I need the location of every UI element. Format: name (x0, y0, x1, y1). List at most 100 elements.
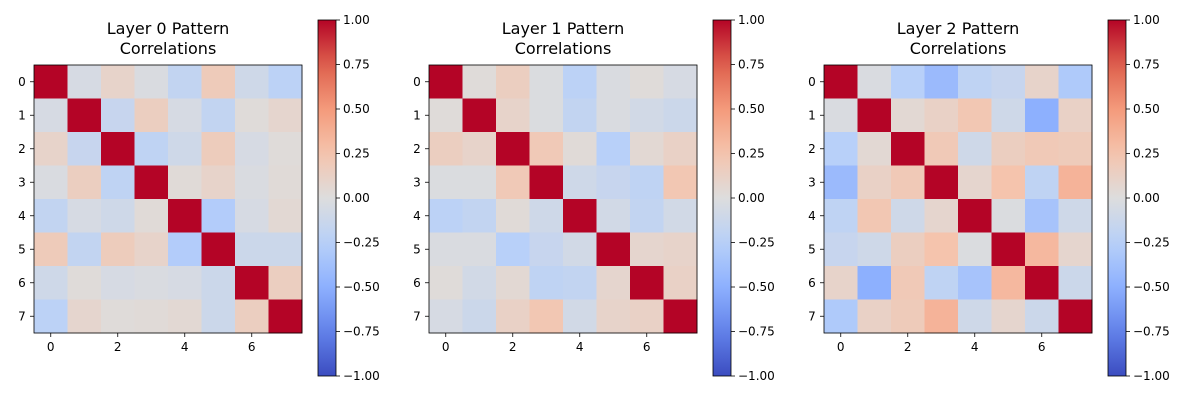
heatmap-cell-r1-c1 (462, 98, 497, 133)
heatmap-cell-r5-c2 (496, 232, 530, 267)
heatmap-cell-r5-c6 (630, 232, 664, 267)
heatmap-cell-r5-c3 (134, 232, 169, 267)
colorbar-2 (1107, 19, 1127, 377)
colorbar-tick-label-0: 1.00 (738, 13, 765, 27)
heatmap-cell-r2-c6 (235, 132, 269, 166)
axes-frame (823, 64, 1093, 334)
heatmap-cell-r1-c4 (168, 98, 202, 133)
heatmap-cell-r7-c5 (596, 299, 631, 334)
heatmap-cell-r4-c7 (268, 199, 303, 233)
heatmap-cell-r1-c5 (201, 98, 236, 133)
heatmap-cell-r5-c3 (529, 232, 564, 267)
chart-title-line-0: Layer 0 Pattern (107, 19, 230, 38)
heatmap-cell-r2-c2 (101, 132, 135, 166)
heatmap-cell-r2-c6 (1025, 132, 1059, 166)
heatmap-cell-r2-c0 (824, 132, 858, 166)
heatmap-cell-r6-c1 (67, 266, 102, 300)
heatmap-cell-r7-c7 (663, 299, 698, 334)
heatmap-cell-r0-c1 (67, 65, 102, 99)
axes-frame (33, 64, 303, 334)
colorbar-tick-label-8: −1.00 (343, 369, 380, 383)
chart-title-line-0: Layer 1 Pattern (502, 19, 625, 38)
heatmap-cell-r2-c4 (168, 132, 202, 166)
heatmap-cell-r4-c1 (67, 199, 102, 233)
heatmap-cell-r2-c3 (924, 132, 959, 166)
heatmap-cell-r4-c5 (991, 199, 1026, 233)
chart-title-line-0: Layer 2 Pattern (897, 19, 1020, 38)
heatmap-cell-r1-c3 (134, 98, 169, 133)
colorbar-tick-label-7: −0.75 (1133, 325, 1170, 339)
heatmap-cell-r6-c0 (824, 266, 858, 300)
heatmap-cell-r6-c5 (201, 266, 236, 300)
heatmap-cell-r4-c4 (563, 199, 597, 233)
x-tick-label-0: 0 (837, 340, 845, 354)
heatmap-cell-r1-c7 (268, 98, 303, 133)
heatmap-cell-r6-c2 (891, 266, 925, 300)
heatmap-cell-r5-c1 (462, 232, 497, 267)
heatmap-cell-r2-c7 (1058, 132, 1093, 166)
heatmap-cell-r7-c4 (958, 299, 992, 334)
heatmap-cell-r3-c6 (235, 165, 269, 200)
heatmap-cell-r1-c1 (857, 98, 892, 133)
heatmap-cell-r0-c3 (529, 65, 564, 99)
heatmap-cell-r7-c6 (630, 299, 664, 334)
heatmap-cell-r4-c2 (891, 199, 925, 233)
y-tick-label-6: 6 (808, 276, 816, 290)
heatmap-cell-r1-c4 (958, 98, 992, 133)
colorbar-tick-label-3: 0.25 (1133, 147, 1160, 161)
heatmap-cell-r6-c1 (857, 266, 892, 300)
y-tick-label-1: 1 (808, 108, 816, 122)
heatmap-cell-r3-c3 (924, 165, 959, 200)
heatmap-cell-r1-c0 (824, 98, 858, 133)
heatmap-cell-r5-c4 (958, 232, 992, 267)
heatmap-cell-r6-c3 (134, 266, 169, 300)
heatmap-cell-r1-c3 (924, 98, 959, 133)
colorbar-0 (317, 19, 337, 377)
heatmap-cell-r4-c7 (663, 199, 698, 233)
heatmap-cell-r2-c0 (429, 132, 463, 166)
heatmap-cell-r5-c2 (101, 232, 135, 267)
heatmap-cell-r7-c4 (563, 299, 597, 334)
heatmap-cell-r4-c0 (429, 199, 463, 233)
heatmap-cell-r7-c3 (924, 299, 959, 334)
heatmap-cell-r2-c6 (630, 132, 664, 166)
y-tick-label-5: 5 (808, 242, 816, 256)
heatmap-cell-r4-c3 (529, 199, 564, 233)
heatmap-cell-r2-c5 (991, 132, 1026, 166)
colorbar-tick-label-8: −1.00 (738, 369, 775, 383)
heatmap-cell-r2-c3 (529, 132, 564, 166)
heatmap-cell-r4-c3 (924, 199, 959, 233)
x-tick-label-3: 6 (248, 340, 256, 354)
heatmap-cell-r2-c4 (563, 132, 597, 166)
y-tick-label-4: 4 (413, 209, 421, 223)
heatmap-cell-r3-c2 (496, 165, 530, 200)
heatmap-cell-r0-c2 (496, 65, 530, 99)
heatmap-cell-r5-c5 (201, 232, 236, 267)
y-tick-label-0: 0 (18, 75, 26, 89)
heatmap-cell-r1-c2 (101, 98, 135, 133)
heatmap-cell-r0-c6 (1025, 65, 1059, 99)
heatmap-cell-r2-c7 (663, 132, 698, 166)
heatmap-cell-r0-c7 (1058, 65, 1093, 99)
heatmap-cell-r0-c7 (663, 65, 698, 99)
heatmap-cell-r0-c0 (429, 65, 463, 99)
heatmap-cell-r1-c2 (496, 98, 530, 133)
heatmap-cell-r3-c4 (168, 165, 202, 200)
y-tick-label-7: 7 (808, 309, 816, 323)
heatmap-cell-r7-c5 (201, 299, 236, 334)
axes-frame (428, 64, 698, 334)
heatmap-cell-r5-c7 (1058, 232, 1093, 267)
heatmap-cell-r5-c5 (991, 232, 1026, 267)
heatmap-cell-r7-c3 (529, 299, 564, 334)
heatmap-cell-r0-c7 (268, 65, 303, 99)
y-tick-label-6: 6 (413, 276, 421, 290)
y-tick-label-2: 2 (413, 142, 421, 156)
heatmap-cell-r0-c2 (891, 65, 925, 99)
heatmap-cell-r7-c0 (34, 299, 68, 334)
heatmap-cell-r4-c6 (1025, 199, 1059, 233)
heatmap-cell-r3-c5 (201, 165, 236, 200)
heatmap-cell-r0-c4 (958, 65, 992, 99)
